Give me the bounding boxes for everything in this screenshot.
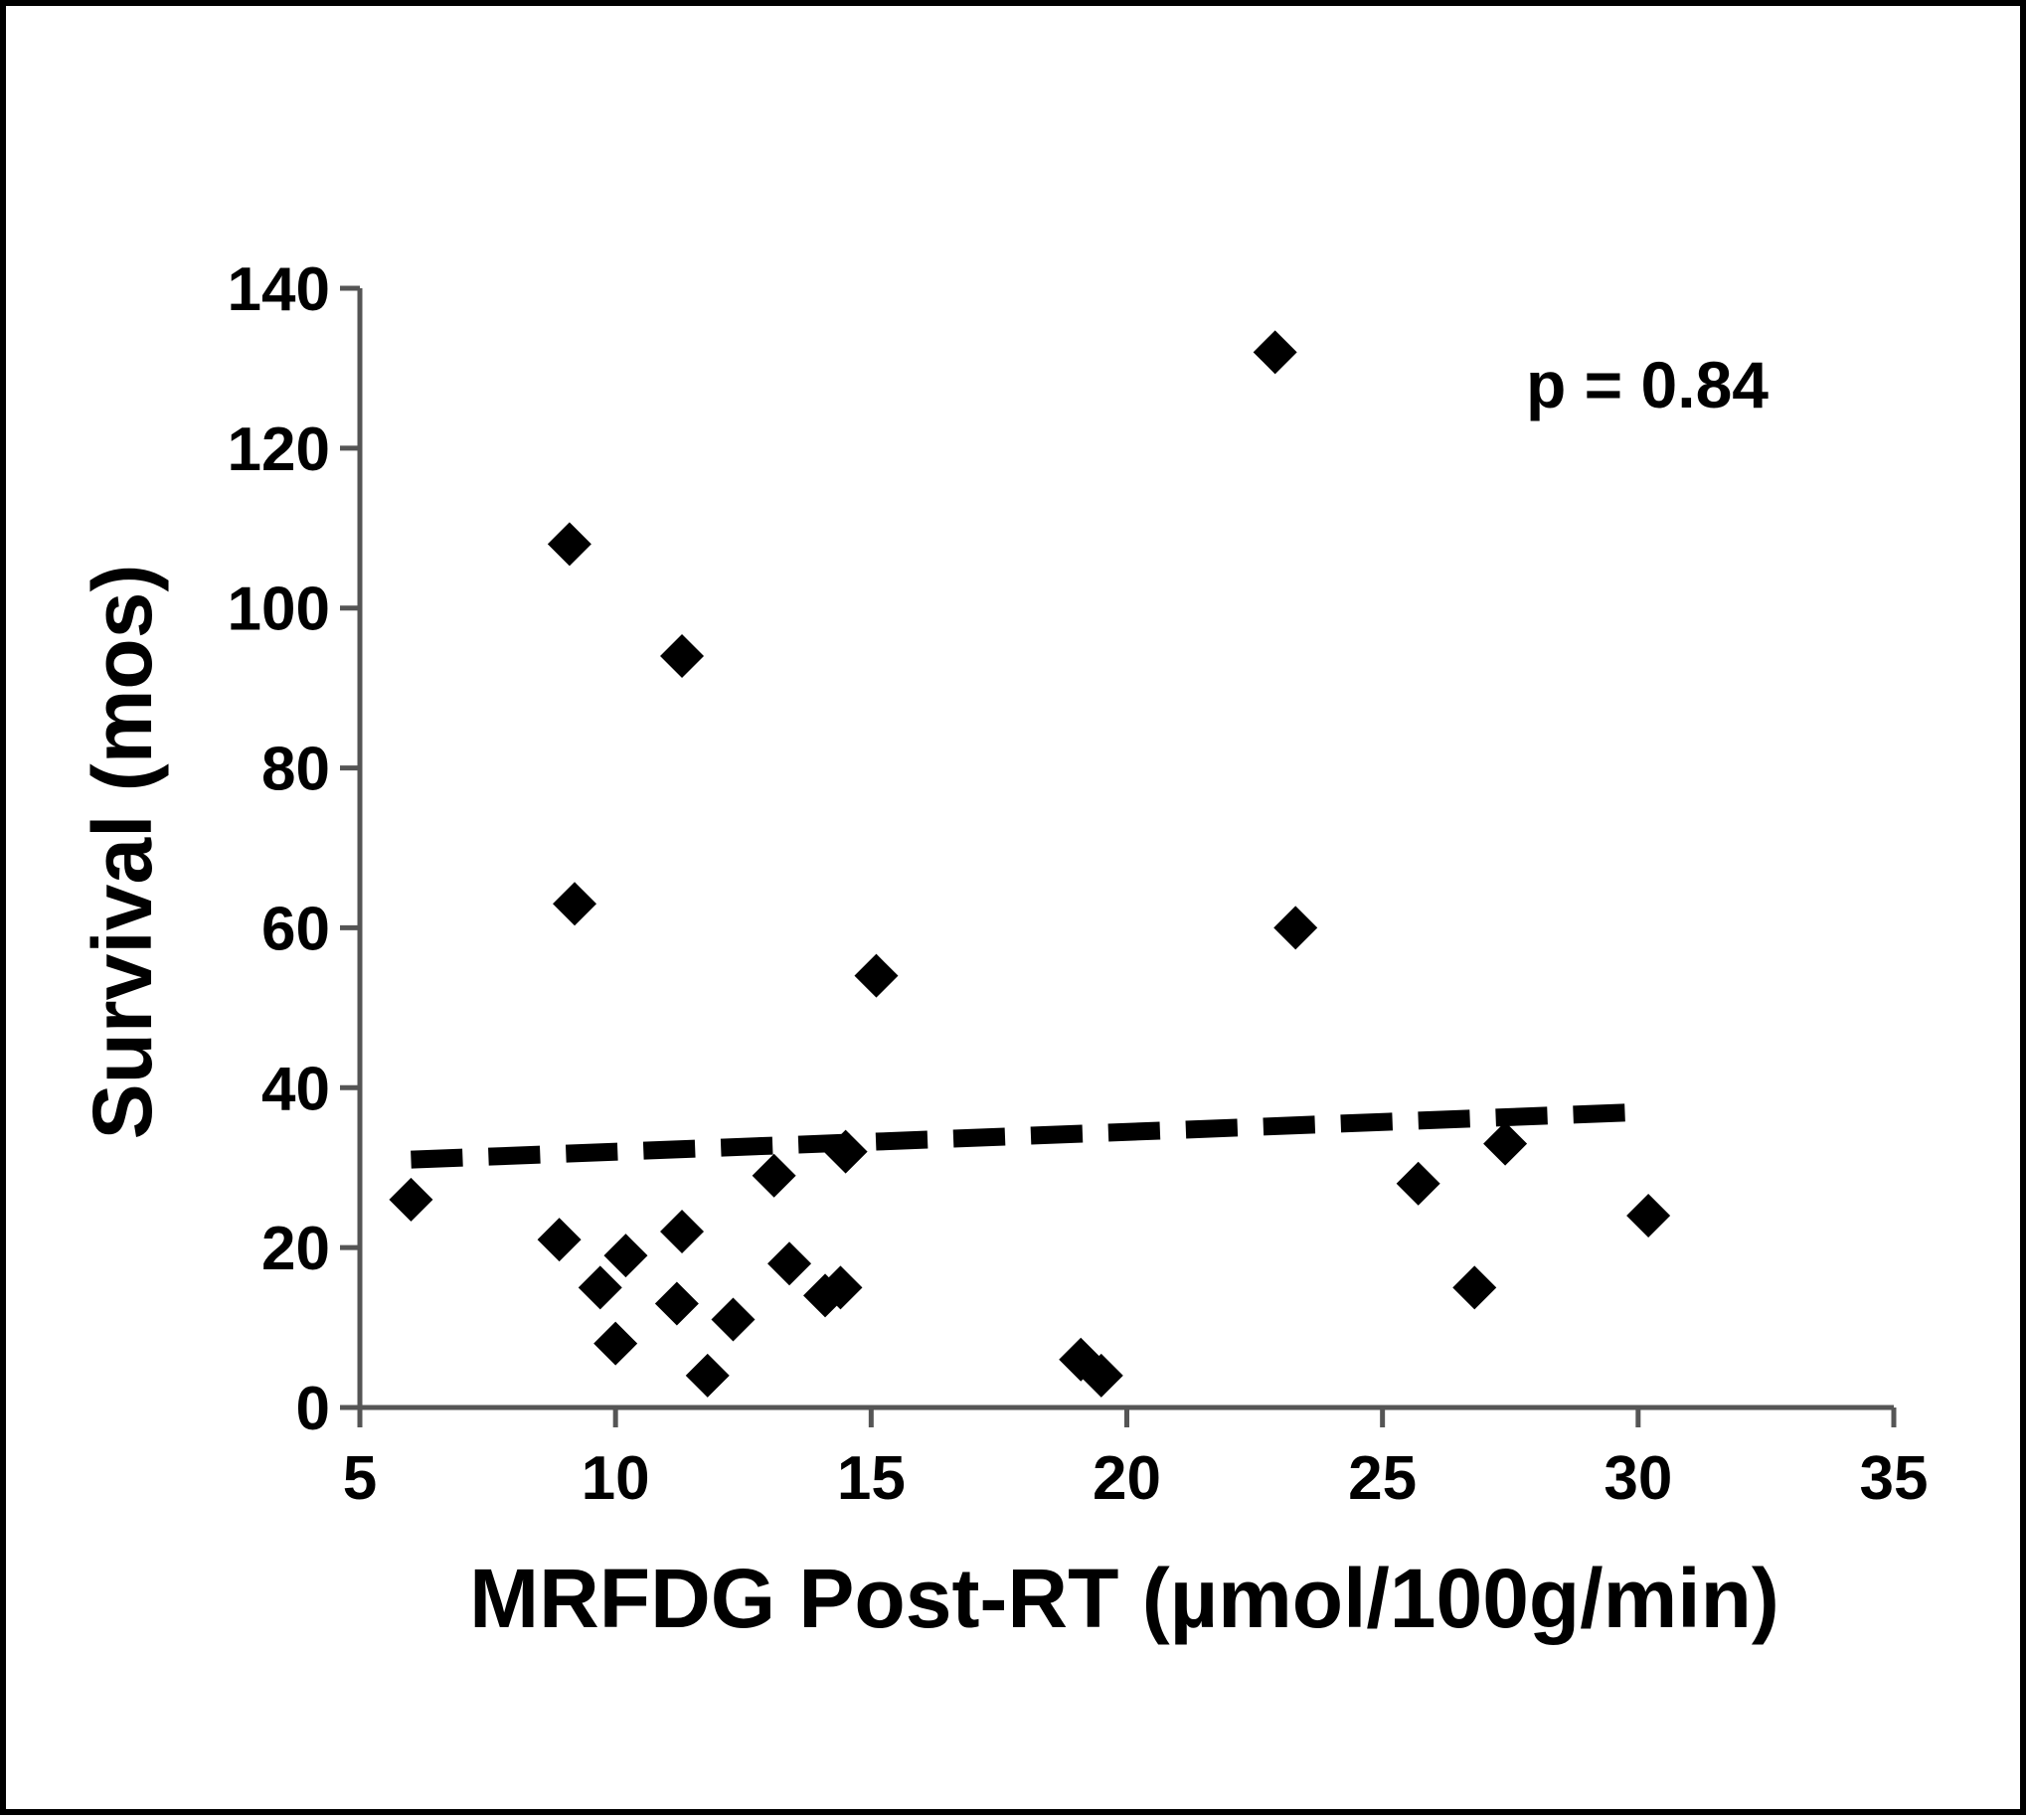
points-layer: [389, 330, 1671, 1398]
data-point: [578, 1265, 622, 1310]
x-tick-label: 20: [1093, 1444, 1161, 1513]
data-point: [1253, 330, 1297, 375]
y-axis-label: Survival (mos): [76, 565, 169, 1140]
data-point: [1396, 1161, 1440, 1206]
data-point: [537, 1218, 582, 1262]
data-point: [593, 1321, 638, 1366]
p-value-annotation: p = 0.84: [1526, 348, 1769, 421]
data-point: [660, 633, 705, 678]
data-point: [823, 1129, 868, 1174]
y-tick-label: 120: [228, 415, 330, 484]
trendline-layer: [411, 1102, 1649, 1169]
x-tick-label: 25: [1348, 1444, 1417, 1513]
data-point: [1452, 1265, 1497, 1310]
data-point: [1626, 1193, 1671, 1238]
y-tick-label: 100: [228, 576, 330, 644]
data-point: [818, 1265, 863, 1310]
x-axis-label: MRFDG Post-RT (µmol/100g/min): [469, 1552, 1779, 1645]
data-point: [603, 1234, 648, 1278]
y-tick-label: 80: [261, 736, 330, 804]
data-point: [711, 1297, 756, 1342]
y-tick-label: 20: [261, 1215, 330, 1283]
data-point: [547, 522, 591, 567]
y-tick-label: 40: [261, 1055, 330, 1123]
data-point: [685, 1353, 730, 1398]
trendline: [411, 1102, 1649, 1169]
x-tick-label: 10: [582, 1444, 650, 1513]
x-tick-label: 30: [1604, 1444, 1672, 1513]
y-tick-label: 140: [228, 255, 330, 324]
data-point: [854, 953, 899, 998]
x-tick-label: 35: [1860, 1444, 1929, 1513]
data-point: [553, 882, 597, 926]
data-point: [767, 1241, 812, 1286]
data-point: [654, 1281, 699, 1326]
axes: 0 20 40 60 80 100 120 140 5 10 15 20 25 30 35: [228, 255, 1929, 1513]
data-point: [389, 1177, 433, 1222]
x-tick-label: 15: [837, 1444, 906, 1513]
data-point: [1483, 1121, 1528, 1166]
x-tick-label: 5: [343, 1444, 377, 1513]
data-point: [660, 1210, 705, 1254]
y-tick-label: 60: [261, 895, 330, 963]
data-point: [752, 1153, 796, 1198]
data-point: [1273, 906, 1318, 950]
y-tick-label: 0: [296, 1375, 330, 1443]
data-point: [1079, 1353, 1123, 1398]
